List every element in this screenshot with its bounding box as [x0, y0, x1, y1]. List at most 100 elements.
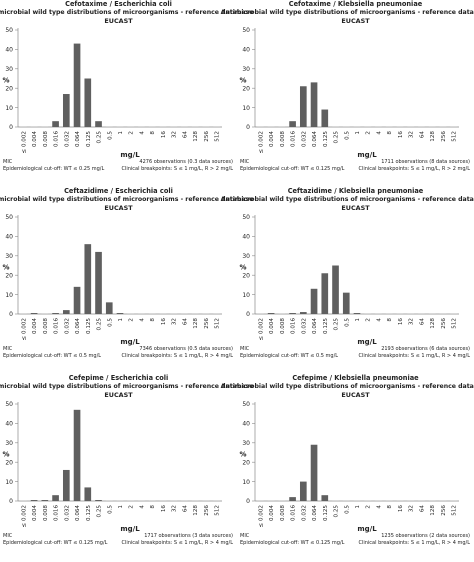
- x-tick-label: 8: [387, 505, 393, 509]
- x-tick-label: 0.016: [291, 505, 297, 521]
- x-tick-label: 256: [204, 318, 210, 329]
- bar: [342, 500, 350, 501]
- x-tick-label: 0.25: [97, 505, 103, 518]
- x-tick-label: 1: [118, 318, 124, 322]
- chart-panel: Cefotaxime / Escherichia coliAntimicrobi…: [0, 0, 253, 172]
- bar: [428, 313, 436, 314]
- bar: [385, 126, 393, 127]
- chart-panel: Cefotaxime / Klebsiella pneumoniaeAntimi…: [221, 0, 474, 172]
- bar: [84, 244, 92, 314]
- x-tick-label: 0.008: [43, 505, 49, 521]
- bar: [364, 313, 372, 314]
- bar: [353, 126, 361, 127]
- bar: [310, 288, 318, 314]
- y-tick-label: 20: [242, 459, 250, 466]
- footer-mic: MIC: [240, 533, 250, 539]
- x-tick-label: 0.5: [107, 318, 113, 327]
- bar: [20, 313, 27, 314]
- chart-source: EUCAST: [341, 204, 370, 212]
- x-tick-label: 0.064: [312, 318, 318, 334]
- footer-mic: MIC: [240, 159, 250, 165]
- x-tick-label: 0.004: [32, 131, 38, 147]
- bar: [342, 126, 350, 127]
- bar: [30, 313, 38, 314]
- clinical-breakpoints: Clinical breakpoints: S ≤ 1 mg/L, R > 4 …: [121, 353, 233, 359]
- chart-title: Cefotaxime / Klebsiella pneumoniae: [289, 0, 423, 8]
- x-tick-label: 16: [161, 505, 167, 513]
- x-tick-label: 0.125: [86, 505, 92, 521]
- bar: [127, 313, 135, 314]
- bar: [321, 109, 329, 127]
- y-tick-label: 30: [242, 440, 250, 447]
- x-tick-label: 32: [409, 131, 415, 138]
- chart-subtitle: Antimicrobial wild type distributions of…: [221, 9, 474, 16]
- x-tick-label: 0.032: [64, 318, 70, 334]
- y-tick-label: 40: [5, 234, 13, 241]
- y-tick-label: 0: [9, 311, 13, 318]
- bar: [428, 500, 436, 501]
- bar: [95, 500, 102, 501]
- bar: [321, 273, 329, 314]
- x-tick-label: 1: [118, 131, 124, 135]
- bar: [138, 126, 145, 127]
- y-tick-label: 40: [5, 47, 13, 54]
- bar: [267, 500, 275, 501]
- bar: [310, 82, 318, 127]
- x-tick-label: 0.064: [75, 505, 81, 521]
- chart-source: EUCAST: [341, 391, 370, 399]
- bar: [159, 126, 167, 127]
- x-tick-label: 256: [441, 318, 447, 329]
- x-tick-label: 4: [139, 505, 145, 509]
- x-tick-label: 256: [204, 505, 210, 516]
- x-tick-label: 128: [193, 505, 199, 516]
- y-tick-label: 50: [242, 214, 250, 221]
- bar: [41, 126, 49, 127]
- chart-source: EUCAST: [104, 391, 133, 399]
- clinical-breakpoints: Clinical breakpoints: S ≤ 1 mg/L, R > 2 …: [121, 166, 233, 172]
- bar: [213, 500, 220, 501]
- bar: [84, 487, 92, 501]
- y-tick-label: 30: [242, 253, 250, 260]
- bar: [289, 313, 296, 314]
- bar: [62, 310, 70, 314]
- x-tick-label: 8: [387, 318, 393, 322]
- y-tick-label: 50: [242, 401, 250, 408]
- bar: [52, 313, 59, 314]
- observations-count: 1717 observations (3 data sources): [144, 533, 233, 539]
- y-tick-label: 30: [5, 66, 13, 73]
- x-tick-label: 128: [193, 131, 199, 142]
- chart-subtitle: Antimicrobial wild type distributions of…: [221, 383, 474, 390]
- bar: [407, 500, 415, 501]
- y-axis-label: %: [2, 451, 9, 459]
- bar: [30, 500, 38, 501]
- x-tick-label: 0.25: [97, 318, 103, 331]
- bar: [20, 500, 27, 501]
- x-tick-label: 512: [452, 505, 458, 516]
- x-tick-label: 2: [366, 505, 372, 509]
- epidemiological-cutoff: Epidemiological cut-off: WT ≤ 0.5 mg/L: [3, 353, 101, 359]
- x-tick-label: 0.032: [64, 131, 70, 147]
- x-tick-label: ≤ 0.002: [21, 318, 27, 340]
- y-tick-label: 40: [242, 421, 250, 428]
- x-tick-label: 16: [161, 131, 167, 139]
- x-tick-label: 2: [366, 318, 372, 322]
- bar: [353, 313, 361, 314]
- bar: [278, 500, 286, 501]
- y-tick-label: 40: [242, 234, 250, 241]
- bar: [439, 500, 447, 501]
- x-tick-label: 256: [441, 505, 447, 516]
- y-tick-label: 30: [5, 440, 13, 447]
- y-tick-label: 10: [242, 292, 250, 299]
- y-tick-label: 50: [5, 214, 13, 221]
- x-tick-label: 0.064: [312, 131, 318, 147]
- x-axis-label: mg/L: [120, 151, 140, 159]
- bar: [138, 500, 145, 501]
- y-tick-label: 0: [246, 498, 250, 505]
- bar: [148, 313, 156, 314]
- x-tick-label: 128: [193, 318, 199, 329]
- x-tick-label: 0.125: [323, 505, 329, 521]
- x-tick-label: 0.016: [54, 131, 60, 147]
- x-tick-label: 0.004: [269, 505, 275, 521]
- x-tick-label: ≤ 0.002: [258, 318, 264, 340]
- x-tick-label: 256: [441, 131, 447, 142]
